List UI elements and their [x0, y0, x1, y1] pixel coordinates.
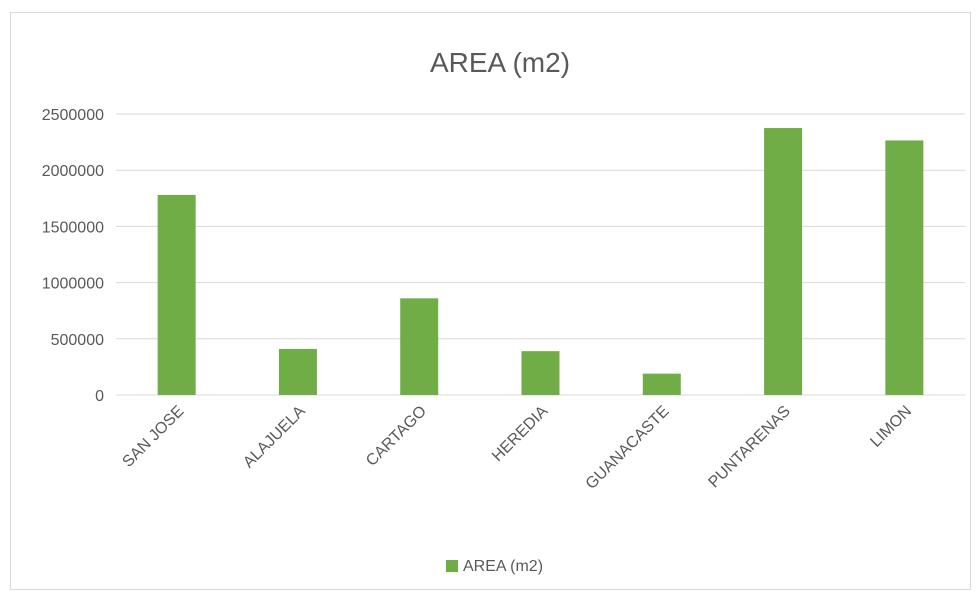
y-tick-label: 500000 [51, 332, 104, 349]
gridlines [116, 113, 965, 396]
bar-guanacaste [642, 373, 681, 395]
x-category-label: HEREDIA [489, 403, 552, 466]
bar-cartago [400, 298, 439, 395]
bars [157, 128, 924, 396]
legend: AREA (m2) [446, 558, 543, 575]
legend-swatch-area [446, 560, 458, 572]
y-tick-label: 1500000 [42, 219, 104, 236]
bar-heredia [521, 351, 560, 395]
x-category-label: LIMON [867, 403, 915, 451]
x-category-label: CARTAGO [363, 403, 430, 470]
x-category-label: PUNTARENAS [705, 403, 794, 492]
y-tick-label: 0 [95, 388, 104, 405]
bar-san-jose [157, 194, 196, 395]
x-category-label: GUANACASTE [583, 403, 673, 493]
y-tick-label: 1000000 [42, 276, 104, 293]
bar-limon [885, 140, 924, 395]
legend-label: AREA (m2) [463, 558, 543, 575]
x-category-label: ALAJUELA [240, 403, 309, 472]
x-category-label: SAN JOSE [119, 403, 187, 471]
chart-title: AREA (m2) [430, 47, 570, 78]
bar-puntarenas [764, 128, 803, 396]
y-tick-label: 2000000 [42, 163, 104, 180]
x-axis-categories: SAN JOSE ALAJUELA CARTAGO HEREDIA GUANACASTE… [119, 403, 915, 493]
y-tick-label: 2500000 [42, 107, 104, 124]
bar-alajuela [278, 348, 317, 395]
y-axis-ticks: 0 500000 1000000 1500000 2000000 2500000 [42, 107, 104, 405]
